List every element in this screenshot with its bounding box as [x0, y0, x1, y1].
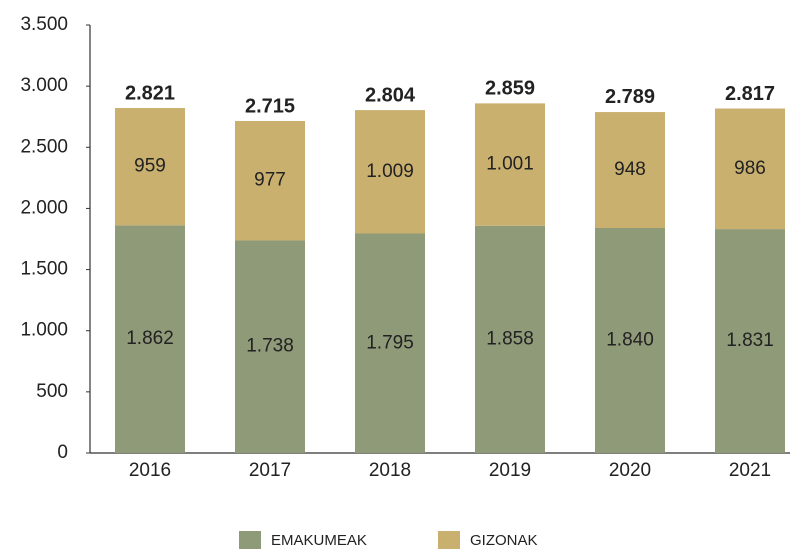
y-tick-label: 500 — [36, 381, 68, 402]
value-label: 1.001 — [486, 154, 534, 175]
x-tick-label: 2019 — [489, 460, 531, 481]
legend-swatch — [239, 531, 261, 549]
value-label: 1.009 — [366, 161, 414, 182]
value-label: 986 — [734, 158, 766, 179]
value-label: 948 — [614, 159, 646, 180]
bar-segment — [355, 233, 425, 453]
value-label: 1.840 — [606, 330, 654, 351]
bar-segment — [595, 112, 665, 228]
bar-segment — [115, 108, 185, 226]
y-tick-label: 0 — [57, 442, 68, 463]
value-label: 1.738 — [246, 336, 294, 357]
bar-segment — [475, 103, 545, 226]
total-label: 2.789 — [605, 86, 655, 108]
x-tick-label: 2020 — [609, 460, 651, 481]
total-label: 2.821 — [125, 82, 175, 104]
y-tick-label: 3.000 — [20, 75, 68, 96]
bar-segment — [595, 227, 665, 453]
total-label: 2.817 — [725, 83, 775, 105]
total-label: 2.859 — [485, 78, 535, 100]
bar-segment — [355, 110, 425, 234]
y-tick-label: 2.000 — [20, 197, 68, 218]
bar-segment — [115, 225, 185, 453]
value-label: 959 — [134, 156, 166, 177]
value-label: 1.862 — [126, 328, 174, 349]
bar-segment — [235, 240, 305, 453]
y-tick-label: 2.500 — [20, 136, 68, 157]
total-label: 2.804 — [365, 84, 416, 106]
x-tick-label: 2016 — [129, 460, 171, 481]
legend-label: GIZONAK — [470, 532, 538, 549]
legend-swatch — [438, 531, 460, 549]
y-tick-label: 3.500 — [20, 14, 68, 35]
value-label: 1.831 — [726, 330, 774, 351]
y-tick-label: 1.500 — [20, 259, 68, 280]
x-tick-label: 2021 — [729, 460, 771, 481]
legend-label: EMAKUMEAK — [271, 532, 367, 549]
x-tick-label: 2017 — [249, 460, 291, 481]
y-tick-label: 1.000 — [20, 320, 68, 341]
bar-segment — [715, 229, 785, 453]
bar-segment — [715, 108, 785, 230]
total-label: 2.715 — [245, 95, 295, 117]
bar-segment — [235, 120, 305, 241]
x-tick-label: 2018 — [369, 460, 411, 481]
value-label: 977 — [254, 170, 286, 191]
value-label: 1.795 — [366, 332, 414, 353]
value-label: 1.858 — [486, 328, 534, 349]
bar-segment — [475, 225, 545, 453]
